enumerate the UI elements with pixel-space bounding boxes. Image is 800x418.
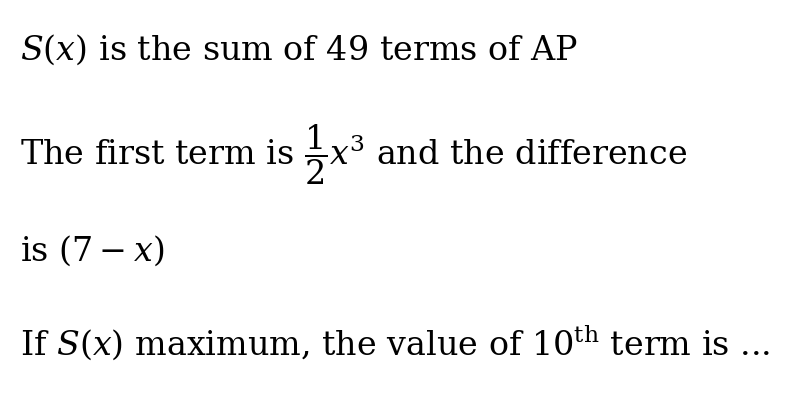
Text: is $(7 - x)$: is $(7 - x)$ xyxy=(20,234,164,268)
Text: The first term is $\dfrac{1}{2}x^3$ and the difference: The first term is $\dfrac{1}{2}x^3$ and … xyxy=(20,122,687,187)
Text: If $S(x)$ maximum, the value of $10^{\mathrm{th}}$ term is ...: If $S(x)$ maximum, the value of $10^{\ma… xyxy=(20,324,770,362)
Text: $S(x)$ is the sum of 49 terms of AP: $S(x)$ is the sum of 49 terms of AP xyxy=(20,33,578,67)
